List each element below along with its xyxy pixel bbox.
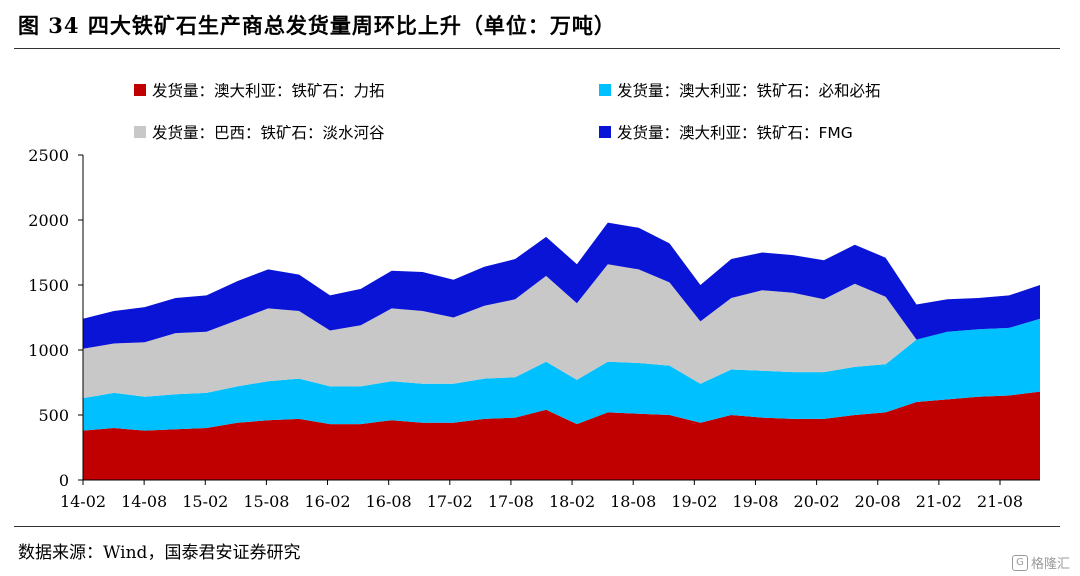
legend-swatch — [134, 84, 146, 96]
source-rule — [14, 526, 1060, 527]
stacked-area-chart: 发货量：澳大利亚：铁矿石：力拓 发货量：澳大利亚：铁矿石：必和必拓发货量：巴西：铁… — [28, 82, 1040, 511]
legend: 发货量：澳大利亚：铁矿石：力拓 发货量：澳大利亚：铁矿石：必和必拓发货量：巴西：铁… — [134, 82, 881, 142]
y-tick-label: 2500 — [28, 146, 69, 165]
x-tick-label: 21-08 — [977, 492, 1023, 511]
x-tick-label: 14-02 — [60, 492, 106, 511]
title-rule — [14, 48, 1060, 49]
x-tick-label: 17-02 — [427, 492, 473, 511]
x-tick-label: 20-02 — [794, 492, 840, 511]
legend-label: 发货量：澳大利亚：铁矿石：FMG — [617, 124, 853, 142]
y-tick-label: 2000 — [28, 211, 69, 230]
y-tick-label: 500 — [38, 406, 69, 425]
watermark-logo-icon: G — [1011, 554, 1028, 571]
legend-label: 发货量：巴西：铁矿石：淡水河谷 — [152, 124, 385, 142]
x-tick-label: 18-08 — [610, 492, 656, 511]
x-tick-label: 15-08 — [243, 492, 289, 511]
y-tick-label: 0 — [59, 471, 69, 490]
source-note: 数据来源：Wind，国泰君安证券研究 — [18, 543, 301, 563]
area-series — [83, 264, 1040, 399]
y-tick-label: 1500 — [28, 276, 69, 295]
x-tick-label: 19-02 — [671, 492, 717, 511]
x-tick-label: 16-02 — [304, 492, 350, 511]
x-tick-label: 20-08 — [855, 492, 901, 511]
axes: 0 500 1000 1500 2000 2500 14-02 14-08 15-02 15-08… — [28, 146, 1040, 511]
x-tick-label: 17-08 — [488, 492, 534, 511]
x-tick-label: 18-02 — [549, 492, 595, 511]
legend-swatch — [134, 126, 146, 138]
x-tick-label: 15-02 — [182, 492, 228, 511]
y-tick-label: 1000 — [28, 341, 69, 360]
plot-area — [83, 222, 1040, 480]
legend-label: 发货量：澳大利亚：铁矿石：必和必拓 — [617, 82, 881, 100]
watermark: G 格隆汇 — [1011, 553, 1070, 572]
legend-label: 发货量：澳大利亚：铁矿石：力拓 — [152, 82, 385, 100]
legend-swatch — [599, 126, 611, 138]
x-tick-label: 21-02 — [916, 492, 962, 511]
x-tick-label: 14-08 — [121, 492, 167, 511]
chart-title: 图 34 四大铁矿石生产商总发货量周环比上升（单位：万吨） — [18, 13, 616, 38]
legend-swatch — [599, 84, 611, 96]
x-tick-label: 16-08 — [366, 492, 412, 511]
area-series — [83, 391, 1040, 480]
x-tick-label: 19-08 — [732, 492, 778, 511]
area-series — [83, 222, 1040, 349]
watermark-text: 格隆汇 — [1030, 557, 1070, 572]
area-series — [83, 318, 1040, 431]
